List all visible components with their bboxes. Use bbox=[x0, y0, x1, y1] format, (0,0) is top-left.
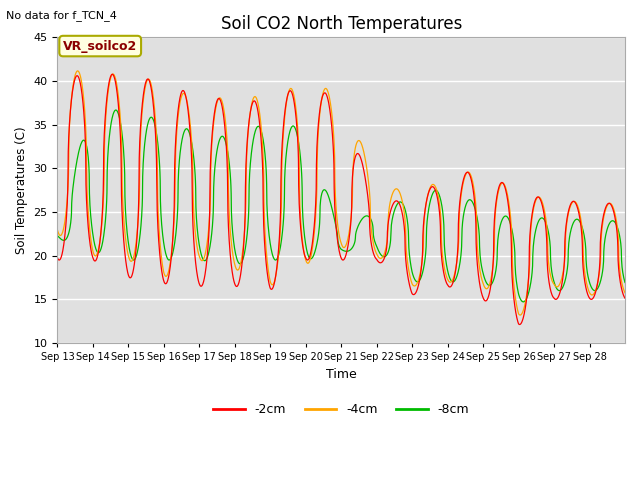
-2cm bbox=[109, 72, 116, 77]
-2cm bbox=[54, 255, 61, 261]
-4cm bbox=[111, 72, 118, 78]
-2cm bbox=[513, 312, 520, 318]
-8cm bbox=[520, 299, 527, 305]
-8cm bbox=[110, 109, 118, 115]
-2cm bbox=[545, 276, 552, 282]
-8cm bbox=[545, 230, 552, 236]
-4cm bbox=[545, 261, 552, 266]
-2cm bbox=[621, 295, 629, 301]
-8cm bbox=[376, 250, 383, 255]
Text: VR_soilco2: VR_soilco2 bbox=[63, 39, 138, 53]
-2cm bbox=[233, 284, 241, 289]
-4cm bbox=[621, 290, 629, 296]
-4cm bbox=[516, 312, 524, 318]
-2cm bbox=[376, 260, 383, 265]
-8cm bbox=[54, 233, 61, 239]
-2cm bbox=[111, 74, 118, 80]
-4cm bbox=[376, 255, 383, 261]
-4cm bbox=[74, 68, 81, 74]
-2cm bbox=[614, 233, 621, 239]
Legend: -2cm, -4cm, -8cm: -2cm, -4cm, -8cm bbox=[208, 398, 474, 421]
-8cm bbox=[233, 256, 241, 262]
-4cm bbox=[233, 267, 241, 273]
-4cm bbox=[614, 225, 621, 230]
X-axis label: Time: Time bbox=[326, 368, 356, 381]
-4cm bbox=[513, 301, 520, 307]
Y-axis label: Soil Temperatures (C): Soil Temperatures (C) bbox=[15, 126, 28, 254]
-8cm bbox=[513, 278, 520, 284]
Line: -8cm: -8cm bbox=[58, 110, 625, 302]
-8cm bbox=[621, 279, 629, 285]
Line: -2cm: -2cm bbox=[58, 74, 625, 324]
-8cm bbox=[112, 107, 120, 113]
Title: Soil CO2 North Temperatures: Soil CO2 North Temperatures bbox=[221, 15, 462, 33]
Text: No data for f_TCN_4: No data for f_TCN_4 bbox=[6, 10, 117, 21]
-2cm bbox=[516, 322, 524, 327]
Line: -4cm: -4cm bbox=[58, 71, 625, 315]
-8cm bbox=[614, 224, 621, 230]
-4cm bbox=[54, 227, 61, 233]
